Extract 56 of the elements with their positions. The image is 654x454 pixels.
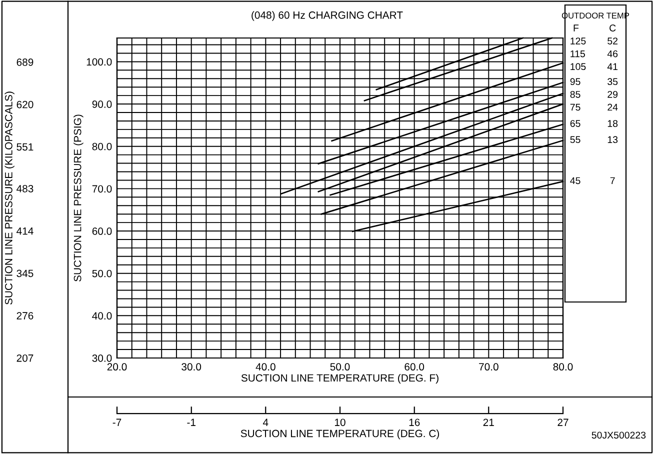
x-tick-label: 40.0 — [256, 363, 276, 371]
text: 50JX500223 — [592, 432, 646, 439]
text: 24 — [608, 104, 618, 111]
series-label: 55 — [570, 136, 580, 144]
series-label: 85 — [570, 90, 580, 98]
x2-tick-label: 21 — [483, 418, 494, 426]
y2-tick-label: 689 — [16, 58, 34, 66]
series-label: 95 — [570, 78, 580, 86]
text: C — [610, 24, 616, 32]
series-label: 105 — [570, 63, 586, 70]
text: 18 — [608, 120, 618, 127]
y-tick-label: 80.0 — [92, 142, 112, 150]
y-tick-label: 60.0 — [92, 228, 112, 235]
y2-axis-title: SUCTION LINE PRESSURE (KILOPASCALS) — [4, 92, 14, 305]
series-label: 65 — [570, 120, 580, 127]
chart-title: (048) 60 Hz CHARGING CHART — [252, 11, 403, 21]
x2-tick-label: -1 — [187, 418, 196, 426]
y2-tick-label: 276 — [16, 312, 34, 320]
text: 29 — [608, 90, 618, 98]
x-tick-label: 70.0 — [479, 363, 498, 371]
y-tick-label: 40.0 — [92, 312, 112, 320]
y2-tick-label: 620 — [16, 100, 34, 108]
x2-tick-label: 16 — [409, 418, 420, 426]
y-tick-label: 50.0 — [92, 270, 112, 278]
y2-tick-label: 207 — [16, 354, 34, 362]
text: 41 — [607, 63, 618, 70]
y-tick-label: 30.0 — [92, 354, 112, 362]
y-tick-label: 100.0 — [86, 58, 112, 66]
x-tick-label: 20.0 — [107, 363, 127, 371]
x-tick-label: 80.0 — [553, 363, 573, 371]
series-label: 75 — [570, 104, 580, 111]
text: 7 — [610, 177, 615, 184]
text: 115 — [570, 50, 585, 58]
text: 125 — [570, 38, 586, 44]
y-axis-title: SUCTION LINE PRESSURE (PSIG) — [74, 114, 84, 282]
text: F — [574, 24, 579, 32]
text: 46 — [607, 50, 618, 58]
y2-tick-label: 414 — [16, 227, 34, 235]
x2-axis-title: SUCTION LINE TEMPERATURE (DEG. C) — [240, 430, 439, 440]
x2-tick-label: -7 — [112, 418, 122, 426]
x-tick-label: 30.0 — [182, 363, 202, 371]
y2-tick-label: 551 — [16, 143, 34, 151]
text: 35 — [608, 78, 618, 86]
series-label: 45 — [570, 177, 580, 184]
y-tick-label: 90.0 — [92, 100, 112, 108]
text: 52 — [608, 38, 618, 44]
x-tick-label: 60.0 — [404, 363, 424, 371]
text: 13 — [608, 136, 618, 144]
x2-tick-label: 27 — [558, 418, 568, 426]
x-tick-label: 50.0 — [330, 363, 350, 371]
x2-tick-label: 10 — [335, 418, 346, 426]
x2-tick-label: 4 — [262, 418, 268, 426]
y2-tick-label: 483 — [16, 184, 34, 192]
y-tick-label: 70.0 — [92, 185, 112, 193]
x-axis-title: SUCTION LINE TEMPERATURE (DEG. F) — [241, 374, 438, 384]
y2-tick-label: 345 — [16, 270, 34, 278]
